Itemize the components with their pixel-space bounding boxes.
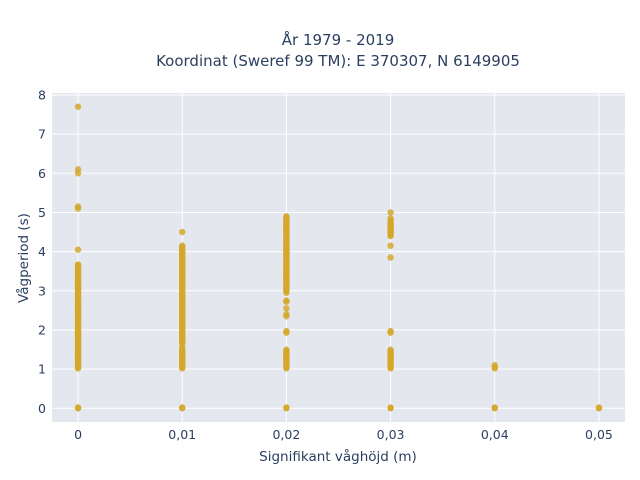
x-tick-label: 0 — [74, 427, 82, 442]
data-point — [491, 365, 498, 372]
data-point — [74, 404, 82, 411]
data-point — [387, 404, 394, 411]
data-point — [283, 298, 290, 305]
x-tick-label: 0,02 — [272, 427, 300, 442]
y-tick-label: 1 — [38, 362, 46, 377]
y-tick-labels: 0 1 2 3 4 5 6 7 8 — [38, 87, 46, 415]
y-tick-label: 2 — [38, 322, 46, 337]
data-point — [74, 170, 82, 177]
x-tick-labels: 0 0,01 0,02 0,03 0,04 0,05 — [74, 427, 613, 442]
data-point — [387, 209, 394, 216]
x-tick-label: 0,04 — [481, 427, 509, 442]
data-point — [595, 404, 603, 411]
x-tick-label: 0,05 — [585, 427, 613, 442]
data-point — [283, 329, 290, 336]
y-axis-title: Vågperiod (s) — [15, 213, 32, 303]
data-point — [283, 346, 290, 353]
data-point — [387, 346, 394, 353]
data-point — [387, 242, 394, 249]
chart-title: År 1979 - 2019 — [282, 30, 395, 49]
x-axis-title: Signifikant våghöjd (m) — [259, 448, 417, 465]
data-point — [387, 329, 394, 336]
data-point — [387, 254, 394, 261]
y-tick-label: 6 — [38, 166, 46, 181]
data-point — [74, 261, 82, 268]
x-tick-label: 0,03 — [377, 427, 405, 442]
y-tick-label: 5 — [38, 205, 46, 220]
y-tick-label: 4 — [38, 244, 46, 259]
data-point — [179, 242, 186, 249]
y-tick-label: 0 — [38, 401, 46, 416]
data-point — [283, 404, 290, 411]
chart-subtitle: Koordinat (Sweref 99 TM): E 370307, N 61… — [156, 52, 520, 70]
data-point — [283, 313, 290, 320]
data-point — [387, 219, 394, 226]
data-points — [74, 103, 603, 412]
data-point — [74, 103, 82, 110]
data-point — [179, 228, 186, 236]
data-point — [283, 215, 290, 222]
y-tick-label: 7 — [38, 127, 46, 142]
data-point — [283, 305, 290, 312]
y-tick-label: 8 — [38, 87, 46, 102]
data-point — [491, 404, 498, 411]
x-tick-label: 0,01 — [168, 427, 196, 442]
plot-background — [52, 93, 625, 422]
data-point — [179, 404, 186, 411]
data-point — [74, 205, 82, 212]
y-tick-label: 3 — [38, 283, 46, 298]
data-point — [74, 246, 82, 253]
